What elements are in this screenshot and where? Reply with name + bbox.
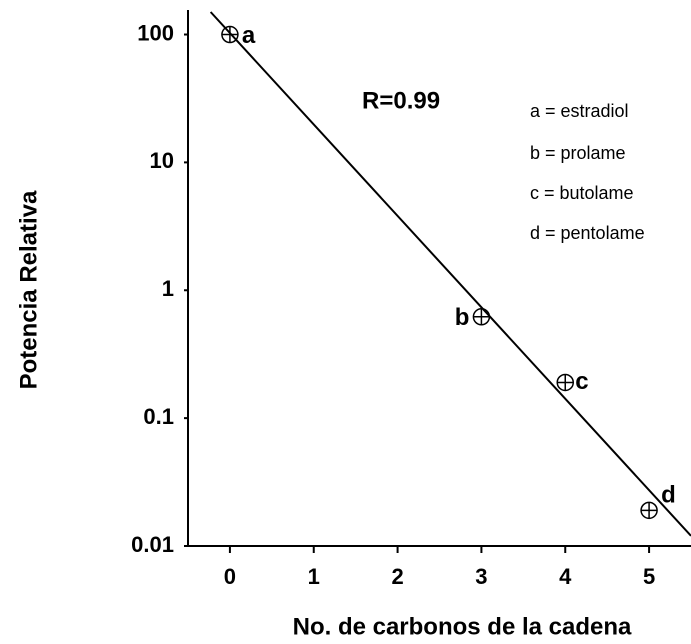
y-tick-label: 10 bbox=[150, 148, 174, 173]
legend-text: d = pentolame bbox=[530, 223, 645, 243]
x-tick-label: 3 bbox=[475, 564, 487, 589]
x-tick-label: 4 bbox=[559, 564, 572, 589]
fit-line bbox=[209, 11, 691, 537]
point-label: a bbox=[242, 22, 256, 49]
legend-text: c = butolame bbox=[530, 183, 634, 203]
marker bbox=[221, 25, 239, 44]
y-tick-label: 0.1 bbox=[143, 404, 174, 429]
x-tick-label: 0 bbox=[224, 564, 236, 589]
x-tick-label: 1 bbox=[308, 564, 320, 589]
point-label: c bbox=[575, 368, 588, 395]
marker bbox=[640, 501, 658, 520]
y-tick-label: 1 bbox=[162, 276, 174, 301]
x-tick-label: 2 bbox=[391, 564, 403, 589]
y-axis-label: Potencia Relativa bbox=[15, 190, 42, 389]
x-axis-label: No. de carbonos de la cadena bbox=[293, 613, 632, 640]
y-tick-label: 100 bbox=[137, 20, 174, 45]
legend-text: b = prolame bbox=[530, 143, 626, 163]
legend-text: a = estradiol bbox=[530, 101, 629, 121]
y-tick-label: 0.01 bbox=[131, 532, 174, 557]
marker bbox=[472, 308, 491, 326]
marker bbox=[556, 373, 574, 392]
point-label: b bbox=[455, 304, 470, 331]
x-tick-label: 5 bbox=[643, 564, 655, 589]
annotation: R=0.99 bbox=[362, 87, 440, 114]
point-label: d bbox=[661, 482, 676, 509]
